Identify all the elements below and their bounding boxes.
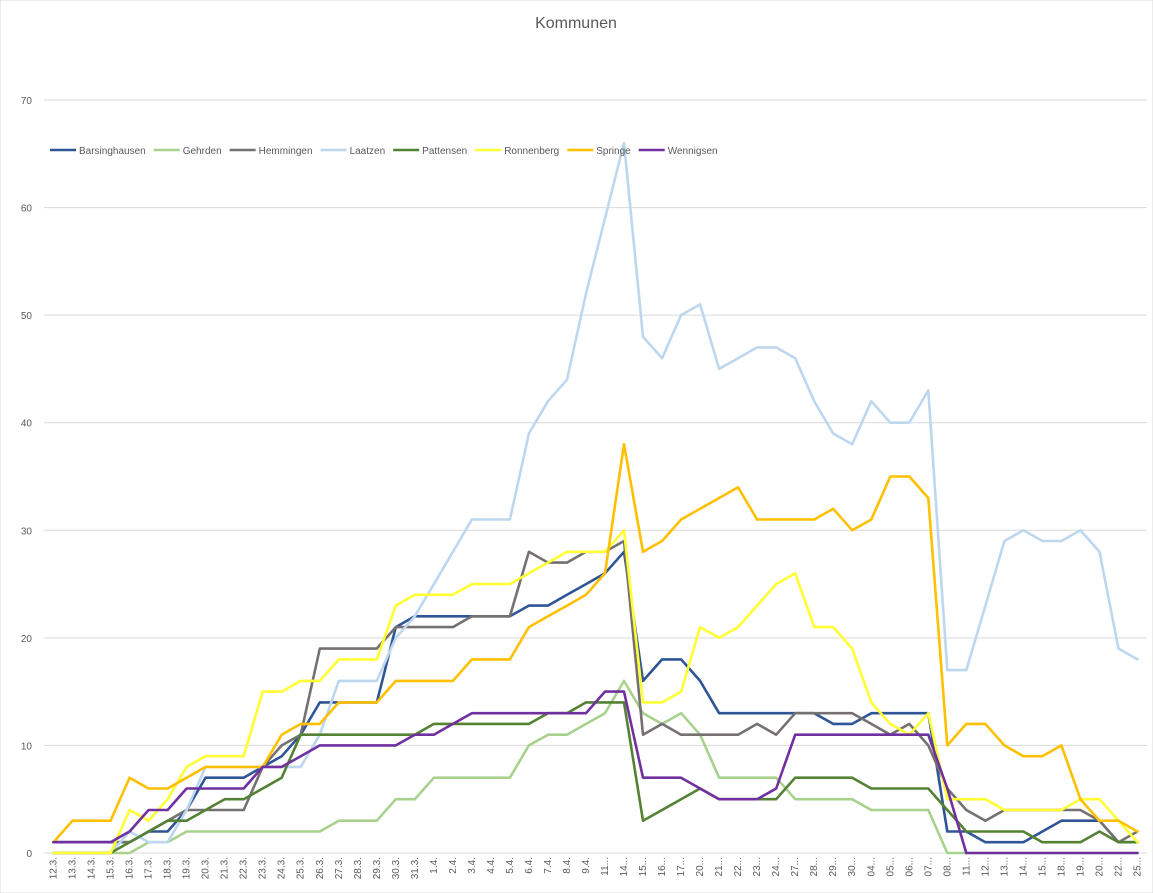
x-tick-label: 22.3. bbox=[239, 857, 250, 879]
x-tick-label: 3.4. bbox=[467, 857, 478, 874]
x-axis-ticks: 12.3. 13.3. 14.3. 15.3. 16.3. 17.3. 18.3. 19.3.… bbox=[49, 857, 1144, 879]
x-tick-label: 20... bbox=[695, 857, 706, 876]
legend-label: Pattensen bbox=[422, 146, 467, 157]
y-tick-label: 20 bbox=[21, 634, 33, 645]
x-tick-label: 04... bbox=[866, 857, 877, 876]
x-tick-label: 22... bbox=[733, 857, 744, 876]
y-tick-label: 30 bbox=[21, 526, 33, 537]
x-tick-label: 9.4. bbox=[581, 857, 592, 874]
legend-label: Ronnenberg bbox=[504, 146, 559, 157]
x-tick-label: 5.4. bbox=[505, 857, 516, 874]
y-tick-label: 60 bbox=[21, 204, 33, 215]
series-line-wennigsen bbox=[52, 690, 1139, 855]
x-tick-label: 18... bbox=[1056, 857, 1067, 876]
y-tick-label: 10 bbox=[21, 741, 33, 752]
series-line-ronnenberg bbox=[52, 528, 1139, 855]
legend-label: Springe bbox=[596, 146, 631, 157]
x-tick-label: 05... bbox=[885, 857, 896, 876]
x-tick-label: 27... bbox=[790, 857, 801, 876]
x-tick-label: 29... bbox=[828, 857, 839, 876]
x-tick-label: 22... bbox=[1113, 857, 1124, 876]
x-tick-label: 31.3. bbox=[410, 857, 421, 879]
legend-label: Barsinghausen bbox=[79, 146, 146, 157]
x-tick-label: 23... bbox=[752, 857, 763, 876]
series-line-barsinghausen bbox=[52, 550, 1139, 844]
x-tick-label: 20.3. bbox=[201, 857, 212, 879]
x-tick-label: 12... bbox=[980, 857, 991, 876]
x-tick-label: 28... bbox=[809, 857, 820, 876]
x-tick-label: 17... bbox=[676, 857, 687, 876]
x-tick-label: 18.3. bbox=[163, 857, 174, 879]
x-tick-label: 6.4. bbox=[524, 857, 535, 874]
legend: Barsinghausen Gehrden Hemmingen Laatzen Patt… bbox=[50, 146, 718, 157]
x-tick-label: 17.3. bbox=[144, 857, 155, 879]
x-tick-label: 29.3. bbox=[372, 857, 383, 879]
x-tick-label: 4.4. bbox=[486, 857, 497, 874]
x-tick-label: 13.3. bbox=[68, 857, 79, 879]
series-line-gehrden bbox=[52, 679, 1139, 855]
x-tick-label: 14.3. bbox=[87, 857, 98, 879]
x-tick-label: 7.4. bbox=[543, 857, 554, 874]
x-tick-label: 12.3. bbox=[49, 857, 60, 879]
x-tick-label: 06... bbox=[904, 857, 915, 876]
x-tick-label: 25.3. bbox=[296, 857, 307, 879]
x-tick-label: 19.3. bbox=[182, 857, 193, 879]
x-tick-label: 07... bbox=[923, 857, 934, 876]
x-tick-label: 20... bbox=[1094, 857, 1105, 876]
x-tick-label: 21.3. bbox=[220, 857, 231, 879]
series-line-springe bbox=[52, 442, 1139, 844]
legend-label: Gehrden bbox=[183, 146, 222, 157]
y-tick-label: 50 bbox=[21, 311, 33, 322]
x-tick-label: 16... bbox=[657, 857, 668, 876]
legend-label: Hemmingen bbox=[259, 146, 313, 157]
y-tick-label: 70 bbox=[21, 96, 33, 107]
x-tick-label: 08... bbox=[942, 857, 953, 876]
x-tick-label: 14... bbox=[1018, 857, 1029, 876]
x-tick-label: 11... bbox=[600, 857, 611, 876]
x-tick-label: 15... bbox=[1037, 857, 1048, 876]
x-tick-label: 27.3. bbox=[334, 857, 345, 879]
x-tick-label: 24... bbox=[771, 857, 782, 876]
x-tick-label: 19... bbox=[1075, 857, 1086, 876]
x-tick-label: 2.4. bbox=[448, 857, 459, 874]
x-tick-label: 11... bbox=[961, 857, 972, 876]
x-tick-label: 30.3. bbox=[391, 857, 402, 879]
legend-label: Laatzen bbox=[350, 146, 386, 157]
chart-title: Kommunen bbox=[535, 15, 617, 32]
x-tick-label: 15... bbox=[638, 857, 649, 876]
x-tick-label: 30... bbox=[847, 857, 858, 876]
x-tick-label: 13... bbox=[999, 857, 1010, 876]
legend-label: Wennigsen bbox=[668, 146, 718, 157]
gridlines bbox=[44, 99, 1147, 854]
x-tick-label: 25... bbox=[1132, 857, 1143, 876]
series-lines bbox=[52, 141, 1139, 855]
x-tick-label: 8.4. bbox=[562, 857, 573, 874]
y-tick-label: 0 bbox=[26, 849, 32, 860]
x-tick-label: 14... bbox=[619, 857, 630, 876]
x-tick-label: 15.3. bbox=[106, 857, 117, 879]
x-tick-label: 28.3. bbox=[353, 857, 364, 879]
y-axis-ticks: 0 10 20 30 40 50 60 70 bbox=[21, 96, 33, 860]
x-tick-label: 1.4. bbox=[429, 857, 440, 874]
x-tick-label: 16.3. bbox=[125, 857, 136, 879]
x-tick-label: 26.3. bbox=[315, 857, 326, 879]
x-tick-label: 23.3. bbox=[258, 857, 269, 879]
y-tick-label: 40 bbox=[21, 419, 33, 430]
x-tick-label: 21... bbox=[714, 857, 725, 876]
x-tick-label: 24.3. bbox=[277, 857, 288, 879]
